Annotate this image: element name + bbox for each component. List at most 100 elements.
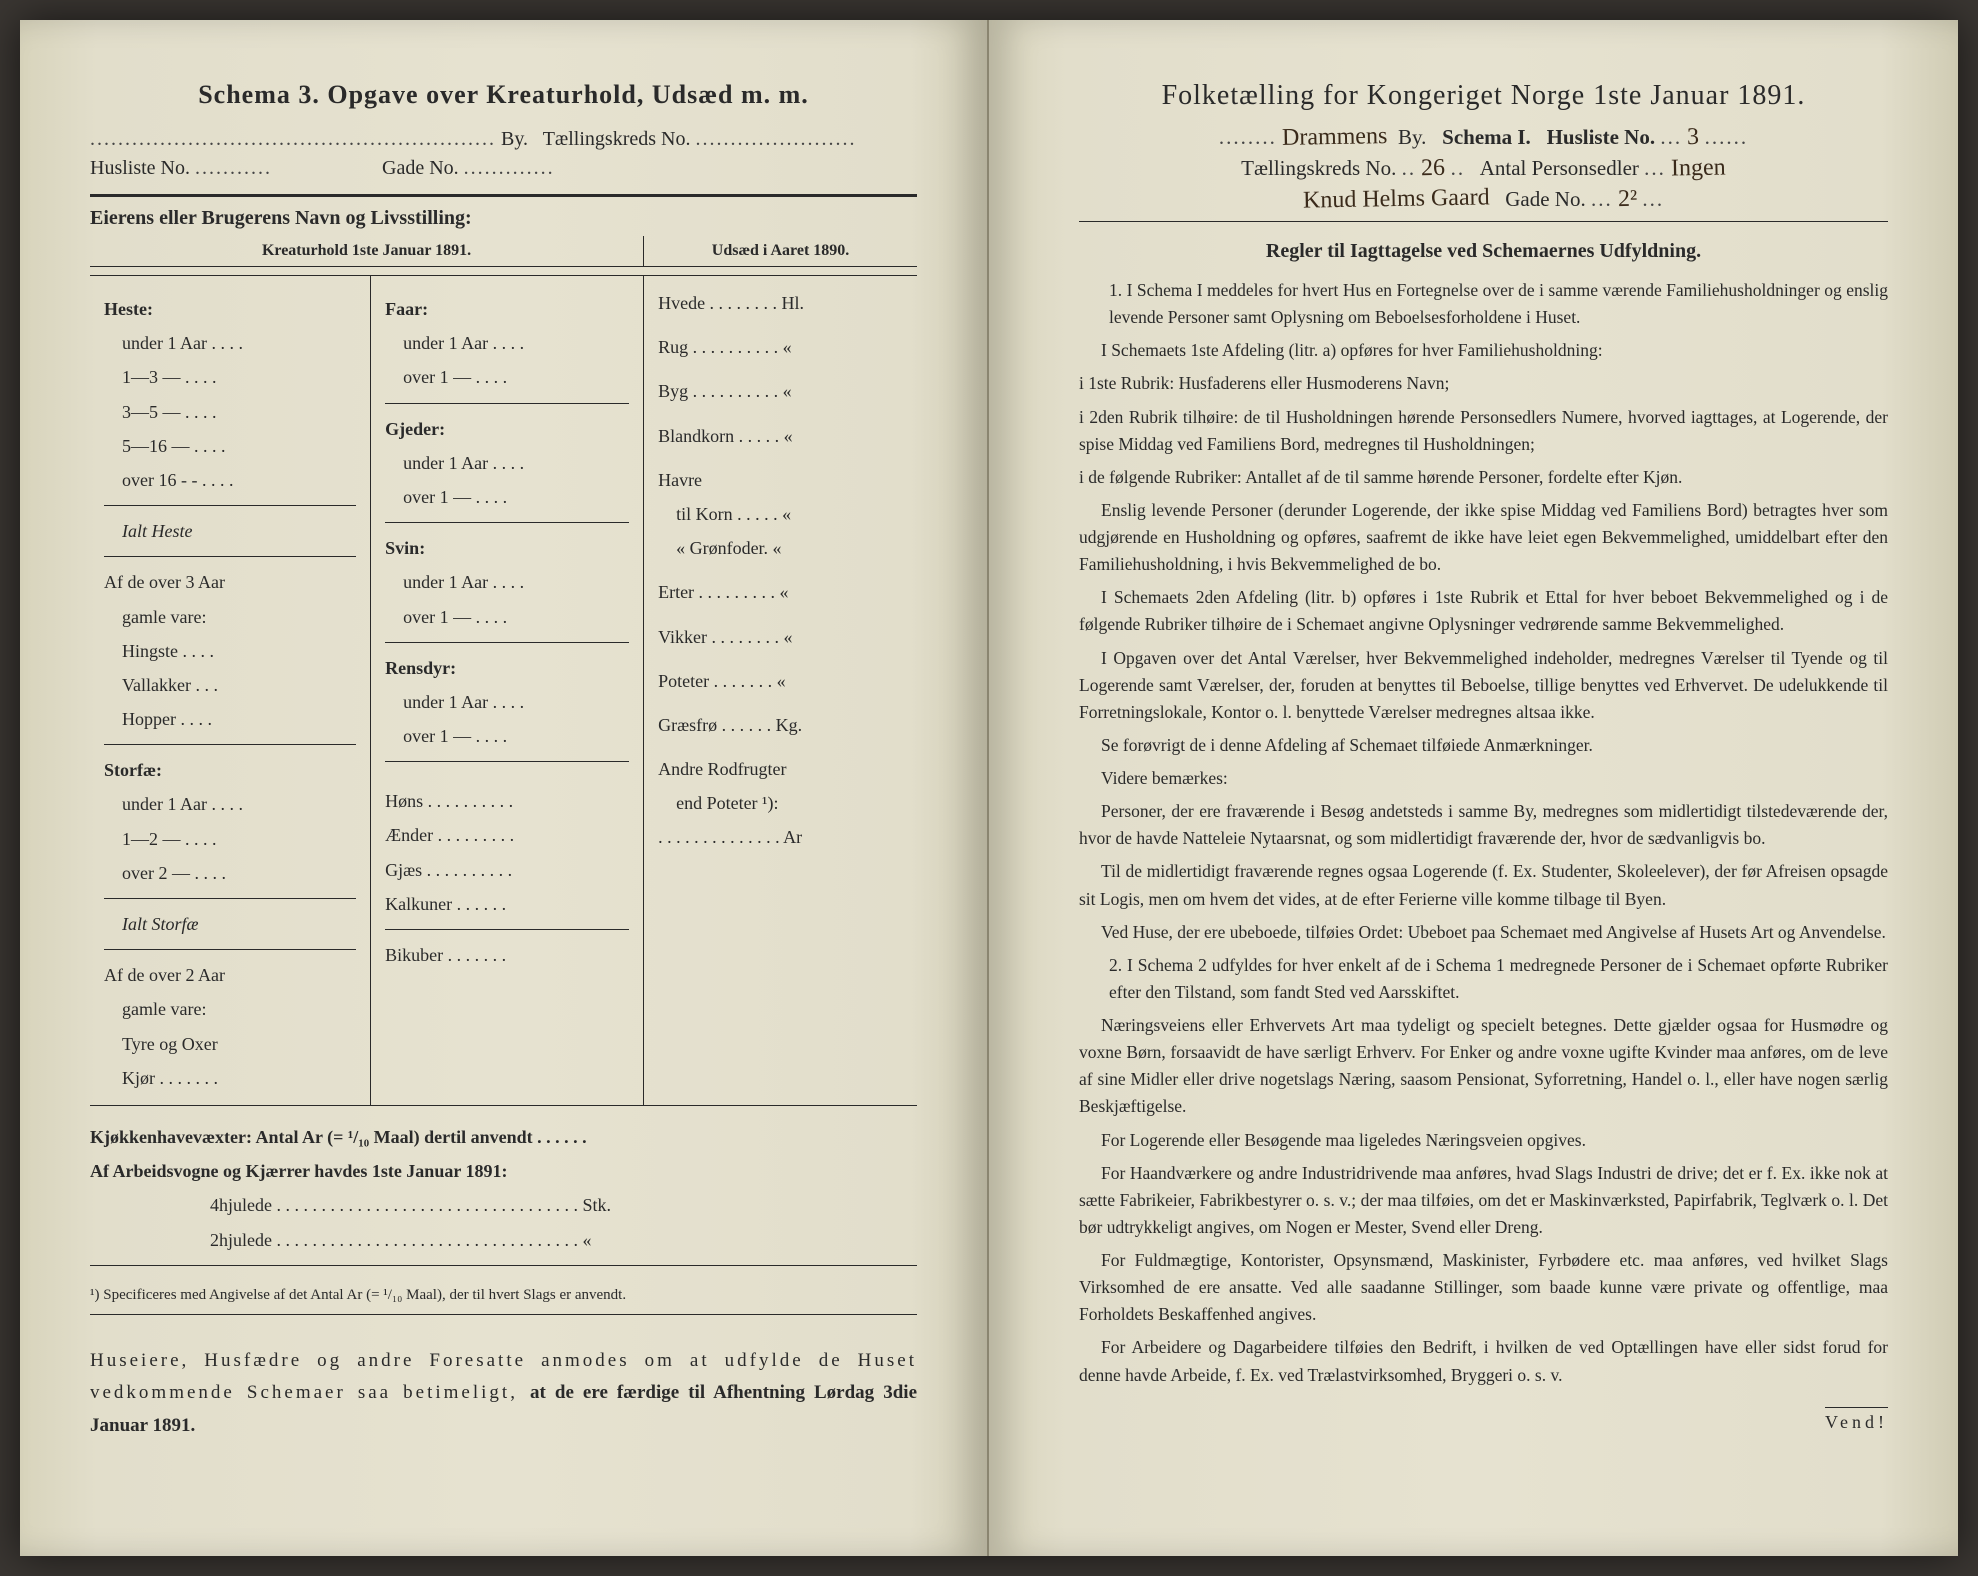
byg: Byg . . . . . . . . . . «: [658, 374, 903, 408]
heste-u1: under 1 Aar . . . .: [104, 326, 356, 360]
right-page: Folketælling for Kongeriget Norge 1ste J…: [989, 20, 1958, 1556]
gjaes: Gjæs . . . . . . . . . .: [385, 853, 629, 887]
arbeidsvogne-label: Af Arbeidsvogne og Kjærrer havdes 1ste J…: [90, 1161, 508, 1181]
kjokken-label: Kjøkkenhavevæxter: Antal Ar (= ¹/₁₀ Maal…: [90, 1127, 587, 1147]
col-head-udsaed: Udsæd i Aaret 1890.: [644, 236, 917, 266]
storfae-u1: under 1 Aar . . . .: [104, 787, 356, 821]
rule-p7: I Schemaets 2den Afdeling (litr. b) opfø…: [1079, 584, 1888, 638]
husliste-label: Husliste No.: [90, 157, 190, 179]
owner-label: Eierens eller Brugerens Navn og Livsstil…: [90, 207, 917, 230]
faar-u1: under 1 Aar . . . .: [385, 326, 629, 360]
kalkuner: Kalkuner . . . . . .: [385, 887, 629, 921]
heste-1-3: 1—3 — . . . .: [104, 360, 356, 394]
rule-p3: i 1ste Rubrik: Husfaderens eller Husmode…: [1079, 370, 1888, 397]
kjor: Kjør . . . . . . .: [104, 1061, 356, 1095]
rule-p15: Næringsveiens eller Erhvervets Art maa t…: [1079, 1012, 1888, 1121]
tk-label: Tællingskreds No.: [543, 128, 691, 150]
svin-header: Svin:: [385, 531, 629, 565]
rule-p19: For Arbeidere og Dagarbeidere tilføies d…: [1079, 1334, 1888, 1388]
antal-label: Antal Personsedler: [1480, 156, 1639, 180]
af-3aar: Af de over 3 Aar: [104, 565, 356, 599]
gade-label: Gade No.: [382, 157, 459, 179]
heavy-rule: [90, 194, 917, 197]
heste-3-5: 3—5 — . . . .: [104, 395, 356, 429]
faar-header: Faar:: [385, 292, 629, 326]
street-hw: Knud Helms Gaard: [1303, 184, 1490, 214]
tk-no-hw: 26: [1421, 155, 1445, 182]
heste-o16: over 16 - - . . . .: [104, 463, 356, 497]
af-2aar: Af de over 2 Aar: [104, 958, 356, 992]
vikker: Vikker . . . . . . . . «: [658, 620, 903, 654]
by-label-r: By.: [1398, 125, 1426, 149]
storfae-1-2: 1—2 — . . . .: [104, 822, 356, 856]
vend-label: Vend!: [1825, 1407, 1888, 1433]
hingste: Hingste . . . .: [104, 634, 356, 668]
rensdyr-header: Rensdyr:: [385, 651, 629, 685]
rug: Rug . . . . . . . . . . «: [658, 330, 903, 364]
rule-p4: i 2den Rubrik tilhøire: de til Husholdni…: [1079, 404, 1888, 458]
husliste-row: Husliste No. ........... Gade No. ......…: [90, 157, 917, 180]
header-row-2: Tællingskreds No. .. 26 .. Antal Persons…: [1079, 155, 1888, 182]
header-row-3: Knud Helms Gaard Gade No. ... 2² ...: [1079, 186, 1888, 213]
husliste-no-hw: 3: [1687, 124, 1699, 151]
rule-p16: For Logerende eller Besøgende maa ligele…: [1079, 1127, 1888, 1154]
schema3-title: Schema 3. Opgave over Kreaturhold, Udsæd…: [90, 80, 917, 110]
gade-no-hw: 2²: [1618, 186, 1638, 213]
poteter: Poteter . . . . . . . «: [658, 664, 903, 698]
gjeder-header: Gjeder:: [385, 412, 629, 446]
rule-p10: Videre bemærkes:: [1079, 765, 1888, 792]
erter: Erter . . . . . . . . . «: [658, 575, 903, 609]
rule-1: 1. I Schema I meddeles for hvert Hus en …: [1079, 277, 1888, 331]
table-header-row: Kreaturhold 1ste Januar 1891. Udsæd i Aa…: [90, 236, 917, 267]
hopper: Hopper . . . .: [104, 702, 356, 736]
tyre-oxer: Tyre og Oxer: [104, 1027, 356, 1061]
schema-label: Schema I.: [1442, 125, 1531, 149]
column-3: Hvede . . . . . . . . Hl. Rug . . . . . …: [644, 276, 917, 1105]
end-poteter: end Poteter ¹):: [658, 786, 903, 820]
graesfro: Græsfrø . . . . . . Kg.: [658, 708, 903, 742]
footnote: ¹) Specificeres med Angivelse af det Ant…: [90, 1284, 917, 1307]
gade-label-r: Gade No.: [1505, 187, 1585, 211]
rule-p2: I Schemaets 1ste Afdeling (litr. a) opfø…: [1079, 337, 1888, 364]
2hjulede: 2hjulede . . . . . . . . . . . . . . . .…: [90, 1223, 917, 1257]
rule-p5: i de følgende Rubriker: Antallet af de t…: [1079, 464, 1888, 491]
rule-p18: For Fuldmægtige, Kontorister, Opsynsmænd…: [1079, 1247, 1888, 1328]
gjeder-o1: over 1 — . . . .: [385, 480, 629, 514]
byline-row: ........................................…: [90, 128, 917, 151]
rule-p13: Ved Huse, der ere ubeboede, tilføies Ord…: [1079, 919, 1888, 946]
rensdyr-u1: under 1 Aar . . . .: [385, 685, 629, 719]
left-page: Schema 3. Opgave over Kreaturhold, Udsæd…: [20, 20, 989, 1556]
by-label: By.: [501, 128, 528, 150]
hons: Høns . . . . . . . . . .: [385, 784, 629, 818]
census-title: Folketælling for Kongeriget Norge 1ste J…: [1079, 80, 1888, 112]
4hjulede: 4hjulede . . . . . . . . . . . . . . . .…: [90, 1188, 917, 1222]
gamle-vare: gamle vare:: [104, 600, 356, 634]
gronfoder: « Grønfoder. «: [658, 531, 903, 565]
rule-p9: Se forøvrigt de i denne Afdeling af Sche…: [1079, 732, 1888, 759]
antal-hw: Ingen: [1671, 155, 1726, 183]
rule-p8: I Opgaven over det Antal Værelser, hver …: [1079, 645, 1888, 726]
storfae-o2: over 2 — . . . .: [104, 856, 356, 890]
svin-u1: under 1 Aar . . . .: [385, 565, 629, 599]
column-2: Faar: under 1 Aar . . . . over 1 — . . .…: [371, 276, 644, 1105]
blandkorn: Blandkorn . . . . . «: [658, 419, 903, 453]
rule-2: 2. I Schema 2 udfyldes for hver enkelt a…: [1079, 952, 1888, 1006]
heste-5-16: 5—16 — . . . .: [104, 429, 356, 463]
rules-title: Regler til Iagttagelse ved Schemaernes U…: [1079, 240, 1888, 263]
rule-p17: For Haandværkere og andre Industridriven…: [1079, 1160, 1888, 1241]
rule-p12: Til de midlertidigt fraværende regnes og…: [1079, 858, 1888, 912]
gjeder-u1: under 1 Aar . . . .: [385, 446, 629, 480]
header-row-1: ........ Drammens By. Schema I. Husliste…: [1079, 124, 1888, 151]
gamle-vare-2: gamle vare:: [104, 992, 356, 1026]
heste-header: Heste:: [104, 292, 356, 326]
andre-rodfrugter: Andre Rodfrugter: [658, 752, 903, 786]
city-handwritten: Drammens: [1282, 123, 1388, 152]
til-korn: til Korn . . . . . «: [658, 497, 903, 531]
hvede: Hvede . . . . . . . . Hl.: [658, 286, 903, 320]
rules-body: 1. I Schema I meddeles for hvert Hus en …: [1079, 277, 1888, 1389]
ialt-storfae: Ialt Storfæ: [104, 907, 356, 941]
bikuber: Bikuber . . . . . . .: [385, 938, 629, 972]
col-head-kreatur: Kreaturhold 1ste Januar 1891.: [90, 236, 644, 266]
faar-o1: over 1 — . . . .: [385, 360, 629, 394]
aender: Ænder . . . . . . . . .: [385, 818, 629, 852]
